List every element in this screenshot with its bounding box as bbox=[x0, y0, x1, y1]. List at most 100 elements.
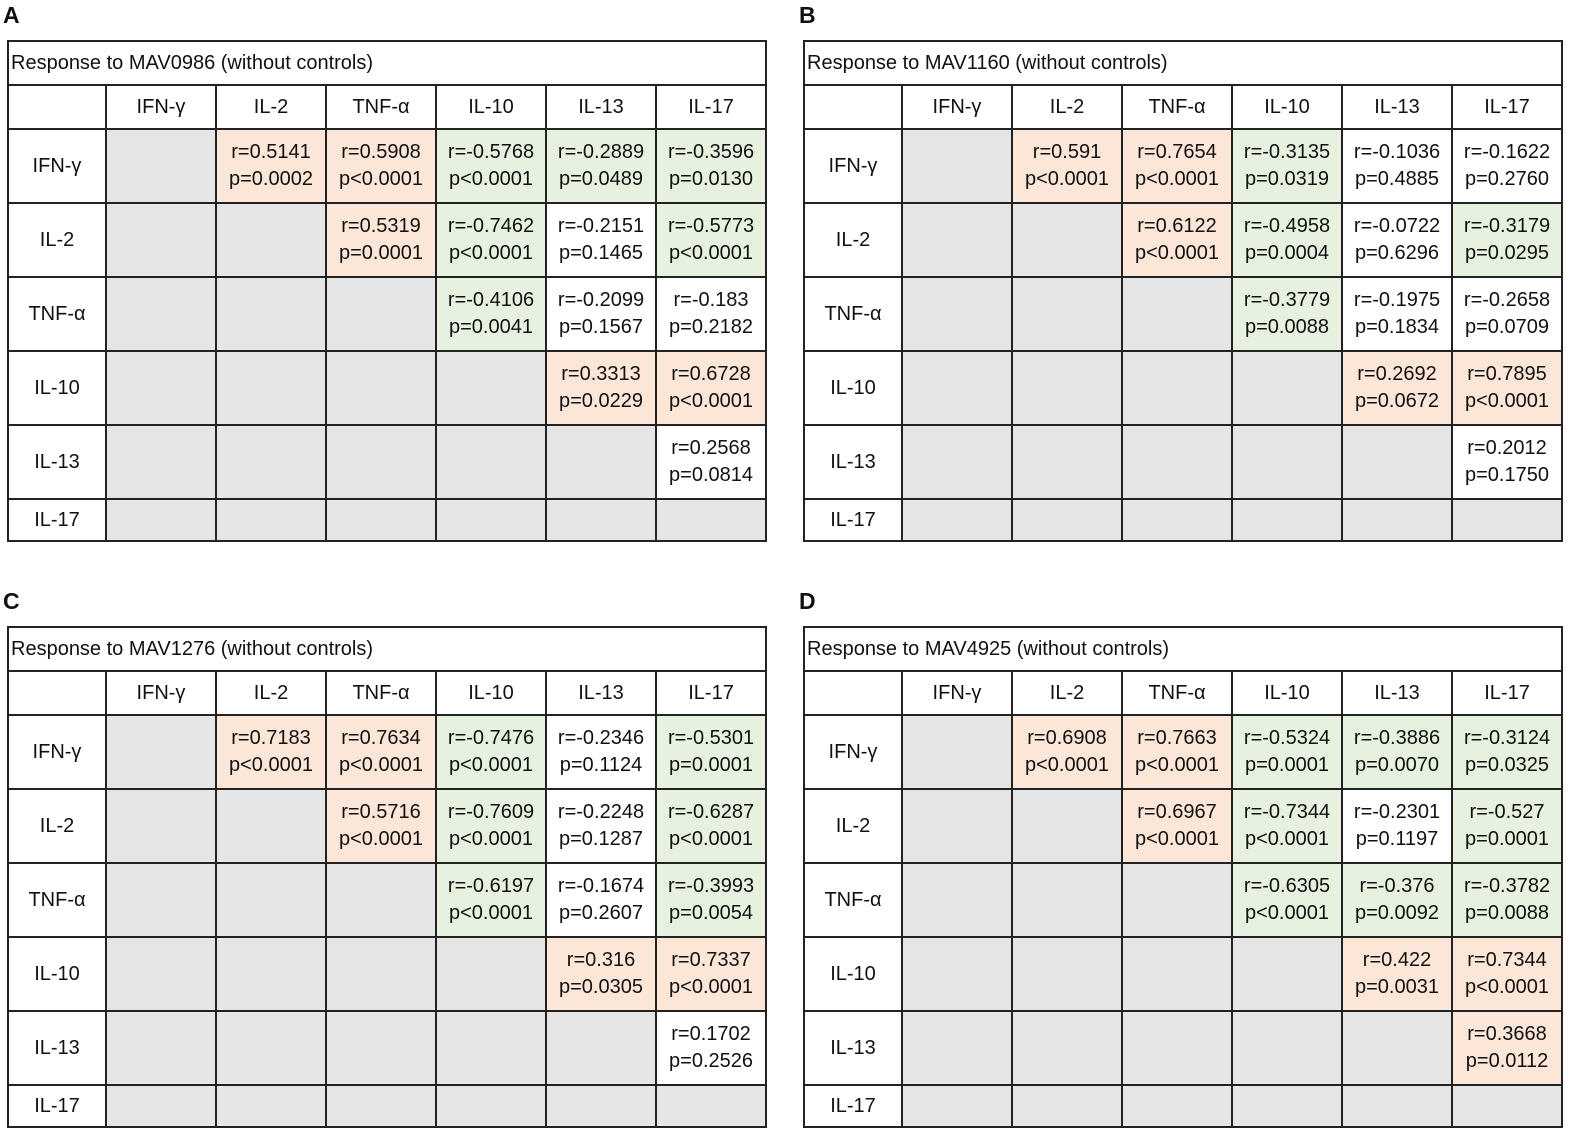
table-row: IL-17 bbox=[7, 1084, 768, 1128]
correlation-cell: r=0.7654 p<0.0001 bbox=[1121, 128, 1233, 204]
p-value: p=0.0070 bbox=[1355, 754, 1439, 776]
empty-cell bbox=[325, 498, 437, 542]
table-row: IL-2 r=0.5716 p<0.0001 r=-0.7609 p<0.0001 r=-… bbox=[7, 788, 768, 864]
correlation-cell: r=0.5716 p<0.0001 bbox=[325, 788, 437, 864]
correlation-cell: r=-0.5324 p=0.0001 bbox=[1231, 714, 1343, 790]
empty-cell bbox=[1011, 862, 1123, 938]
table-row: IL-13 r=0.3668 p=0.0112 bbox=[803, 1010, 1564, 1086]
r-value: r=-0.527 bbox=[1469, 801, 1545, 823]
empty-cell bbox=[901, 424, 1013, 500]
empty-cell bbox=[1341, 1084, 1453, 1128]
r-value: r=-0.6197 bbox=[447, 875, 535, 897]
p-value: p<0.0001 bbox=[1135, 754, 1219, 776]
empty-cell bbox=[901, 350, 1013, 426]
empty-cell bbox=[1121, 424, 1233, 500]
empty-cell bbox=[1231, 424, 1343, 500]
correlation-cell: r=0.2012 p=0.1750 bbox=[1451, 424, 1563, 500]
p-value: p=0.0001 bbox=[669, 754, 754, 776]
p-value: p=0.0489 bbox=[559, 168, 643, 190]
r-value: r=0.7337 bbox=[671, 949, 751, 971]
r-value: r=0.7663 bbox=[1137, 727, 1217, 749]
correlation-cell: r=-0.2301 p=0.1197 bbox=[1341, 788, 1453, 864]
row-header: IL-10 bbox=[803, 350, 903, 426]
correlation-cell: r=0.7183 p<0.0001 bbox=[215, 714, 327, 790]
empty-cell bbox=[1121, 1010, 1233, 1086]
p-value: p<0.0001 bbox=[1025, 754, 1109, 776]
row-header: IL-10 bbox=[7, 350, 107, 426]
r-value: r=-0.5324 bbox=[1243, 727, 1331, 749]
row-header: IL-17 bbox=[7, 1084, 107, 1128]
column-header: IL-10 bbox=[435, 84, 547, 130]
correlation-cell: r=0.1702 p=0.2526 bbox=[654, 1010, 768, 1086]
column-header: IL-17 bbox=[654, 670, 768, 716]
p-value: p<0.0001 bbox=[449, 754, 533, 776]
column-header: TNF-α bbox=[325, 670, 437, 716]
table-title-row: Response to MAV0986 (without controls) bbox=[6, 40, 768, 86]
r-value: r=0.591 bbox=[1032, 141, 1102, 163]
empty-cell bbox=[1341, 498, 1453, 542]
column-header: TNF-α bbox=[1121, 670, 1233, 716]
empty-cell bbox=[1121, 1084, 1233, 1128]
r-value: r=-0.3782 bbox=[1463, 875, 1551, 897]
correlation-cell: r=0.6728 p<0.0001 bbox=[654, 350, 768, 426]
correlation-cell: r=-0.5768 p<0.0001 bbox=[435, 128, 547, 204]
p-value: p=0.0092 bbox=[1355, 902, 1439, 924]
r-value: r=-0.2099 bbox=[557, 289, 645, 311]
r-value: r=0.316 bbox=[566, 949, 636, 971]
r-value: r=0.6122 bbox=[1137, 215, 1217, 237]
p-value: p=0.2607 bbox=[559, 902, 643, 924]
empty-cell bbox=[105, 202, 217, 278]
p-value: p=0.0001 bbox=[1245, 754, 1329, 776]
corner-cell bbox=[7, 670, 107, 716]
r-value: r=-0.3124 bbox=[1463, 727, 1551, 749]
empty-cell bbox=[105, 788, 217, 864]
r-value: r=-0.3179 bbox=[1463, 215, 1551, 237]
correlation-cell: r=-0.2658 p=0.0709 bbox=[1451, 276, 1563, 352]
p-value: p=0.0709 bbox=[1465, 316, 1549, 338]
r-value: r=0.7895 bbox=[1467, 363, 1547, 385]
r-value: r=-0.2889 bbox=[557, 141, 645, 163]
empty-cell bbox=[901, 714, 1013, 790]
r-value: r=0.6728 bbox=[671, 363, 751, 385]
table-row: IL-10 r=0.2692 p=0.0672 r=0.7895 p<0.0001 bbox=[803, 350, 1563, 426]
table-title-row: Response to MAV1160 (without controls) bbox=[803, 40, 1563, 86]
r-value: r=0.6908 bbox=[1027, 727, 1107, 749]
empty-cell bbox=[1011, 424, 1123, 500]
table-row: IL-2 r=0.6967 p<0.0001 r=-0.7344 p<0.0001 r=-… bbox=[803, 788, 1564, 864]
empty-cell bbox=[435, 498, 547, 542]
p-value: p=0.0814 bbox=[669, 464, 754, 486]
empty-cell bbox=[545, 498, 657, 542]
correlation-cell: r=-0.7344 p<0.0001 bbox=[1231, 788, 1343, 864]
column-header: IL-17 bbox=[1451, 84, 1563, 130]
correlation-cell: r=0.6967 p<0.0001 bbox=[1121, 788, 1233, 864]
empty-cell bbox=[1011, 276, 1123, 352]
table-row: TNF-α r=-0.6197 p<0.0001 r=-0.1674 p=0.2607 r… bbox=[7, 862, 768, 938]
empty-cell bbox=[545, 424, 657, 500]
column-header-row: IFN-γ IL-2 TNF-α IL-10 IL-13 IL-17 bbox=[803, 84, 1563, 130]
r-value: r=-0.3596 bbox=[667, 141, 755, 163]
correlation-cell: r=0.7344 p<0.0001 bbox=[1450, 936, 1564, 1012]
correlation-cell: r=-0.7609 p<0.0001 bbox=[435, 788, 547, 864]
empty-cell bbox=[1231, 350, 1343, 426]
empty-cell bbox=[105, 276, 217, 352]
correlation-cell: r=-0.5301 p=0.0001 bbox=[654, 714, 768, 790]
empty-cell bbox=[215, 788, 327, 864]
column-header-row: IFN-γ IL-2 TNF-α IL-10 IL-13 IL-17 bbox=[7, 670, 768, 716]
p-value: p=0.0112 bbox=[1465, 1050, 1549, 1072]
empty-cell bbox=[215, 424, 327, 500]
empty-cell bbox=[1121, 936, 1233, 1012]
empty-cell bbox=[215, 202, 327, 278]
column-header: IL-13 bbox=[545, 84, 657, 130]
correlation-cell: r=-0.3779 p=0.0088 bbox=[1231, 276, 1343, 352]
r-value: r=-0.4106 bbox=[447, 289, 535, 311]
empty-cell bbox=[435, 1084, 547, 1128]
p-value: p<0.0001 bbox=[669, 828, 754, 850]
p-value: p<0.0001 bbox=[1135, 242, 1219, 264]
r-value: r=-0.2248 bbox=[557, 801, 645, 823]
correlation-cell: r=0.422 p=0.0031 bbox=[1341, 936, 1453, 1012]
p-value: p=0.0672 bbox=[1355, 390, 1439, 412]
empty-cell bbox=[215, 1084, 327, 1128]
correlation-cell: r=-0.3596 p=0.0130 bbox=[654, 128, 768, 204]
p-value: p=0.1124 bbox=[559, 754, 643, 776]
empty-cell bbox=[901, 276, 1013, 352]
